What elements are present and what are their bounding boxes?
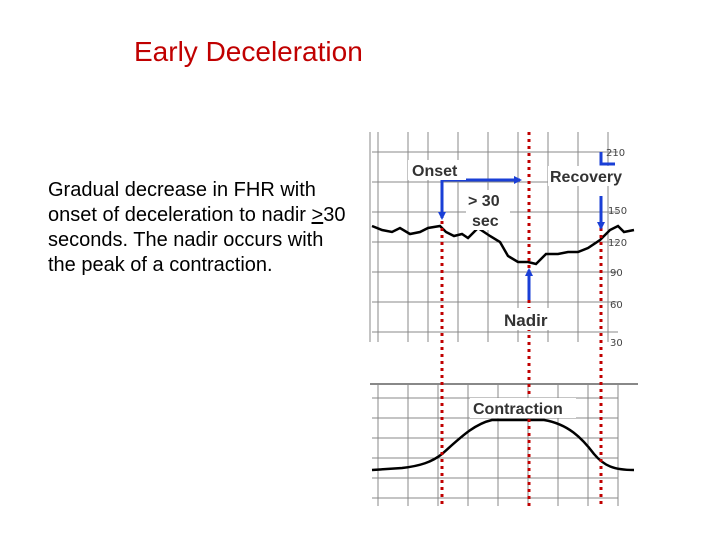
description-part-2: 30 seconds. The nadir occurs with the pe…	[48, 204, 346, 276]
nadir-label: Nadir	[504, 311, 548, 330]
fetal-monitor-strip: Onset Recovery > 30 sec Nadir Contractio…	[369, 132, 638, 506]
description-part-1: Gradual decrease in FHR with onset of de…	[48, 179, 316, 226]
contraction-label: Contraction	[473, 401, 563, 418]
fhr-scale-label: 60	[610, 300, 623, 311]
fhr-scale-label: 210	[606, 148, 625, 159]
duration-label-line2: sec	[472, 213, 499, 230]
fhr-scale-label: 90	[610, 268, 623, 279]
fhr-scale-label: 120	[608, 238, 627, 249]
recovery-label: Recovery	[550, 169, 622, 186]
slide-title: Early Deceleration	[134, 36, 363, 67]
onset-label: Onset	[412, 163, 458, 180]
fhr-scale-label: 30	[610, 338, 623, 349]
annotation-arrows	[438, 176, 605, 300]
fhr-scale-label: 150	[608, 206, 627, 217]
description-text: Gradual decrease in FHR with onset of de…	[48, 178, 348, 278]
greater-equal-symbol: >	[311, 204, 324, 226]
recovery-connector	[599, 152, 615, 166]
contraction-trace	[371, 418, 635, 472]
fhr-trace	[371, 224, 635, 266]
duration-label-line1: > 30	[468, 193, 500, 210]
fhr-scale: 210 150 120 90 60 30	[606, 148, 627, 349]
